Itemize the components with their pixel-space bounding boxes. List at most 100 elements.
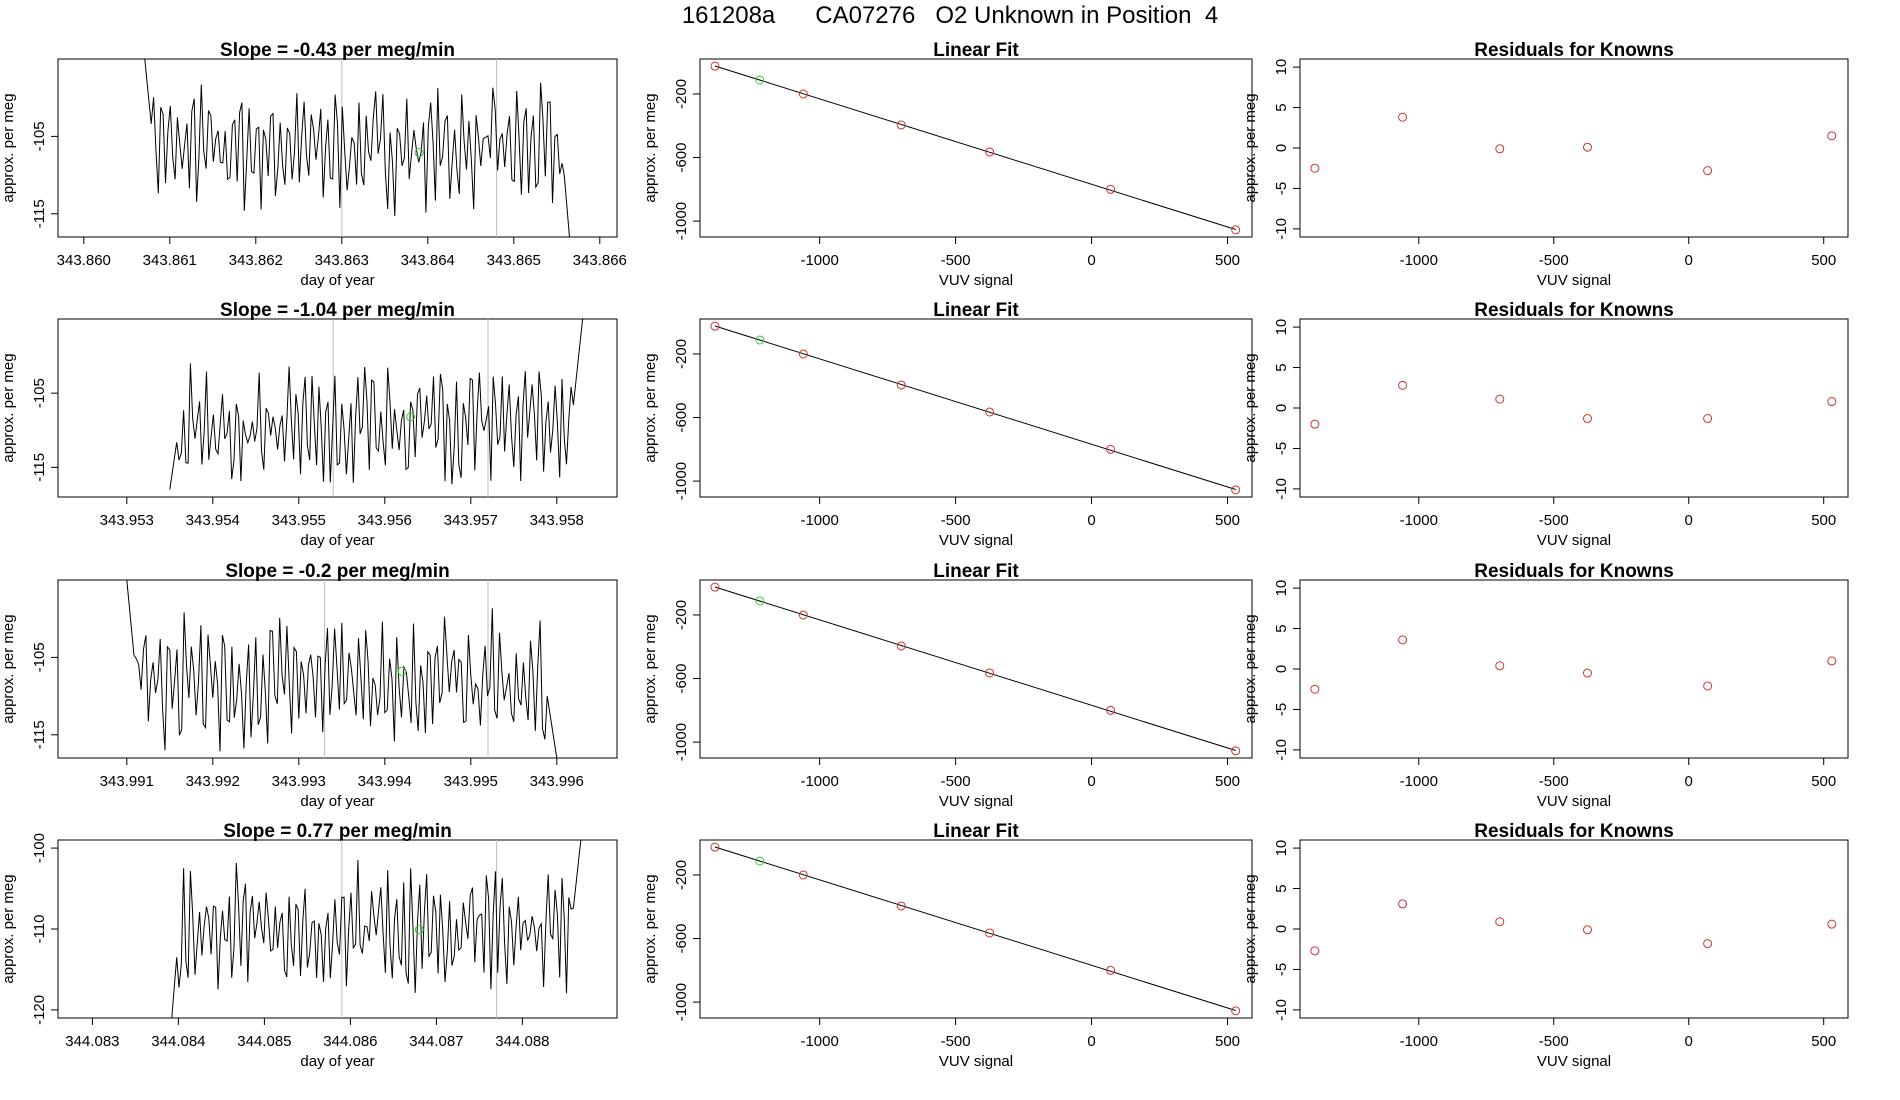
y-axis-label: approx. per meg xyxy=(1242,93,1259,202)
x-tick-label: 344.084 xyxy=(151,1033,205,1050)
x-axis-label: VUV signal xyxy=(1537,793,1611,810)
data-point xyxy=(1106,965,1116,975)
x-tick-label: 343.865 xyxy=(487,252,541,269)
x-tick-label: 343.956 xyxy=(358,512,412,529)
data-point xyxy=(1310,946,1320,956)
x-tick-label: -500 xyxy=(941,773,971,790)
x-axis-label: VUV signal xyxy=(939,272,1013,289)
data-point xyxy=(1582,925,1592,935)
data-point xyxy=(1310,419,1320,429)
y-tick-label: -600 xyxy=(673,924,690,954)
x-tick-label: 0 xyxy=(1087,773,1095,790)
y-tick-label: -1000 xyxy=(673,723,690,761)
y-tick-label: -115 xyxy=(31,199,48,228)
y-tick-label: 5 xyxy=(1273,103,1290,111)
chart-title: Linear Fit xyxy=(933,821,1019,842)
data-point xyxy=(1310,163,1320,173)
y-tick-label: -115 xyxy=(31,720,48,749)
x-tick-label: 500 xyxy=(1811,252,1836,269)
unknown-marker xyxy=(397,666,407,676)
data-point xyxy=(896,641,906,651)
plot-frame xyxy=(699,58,1253,238)
data-point xyxy=(1495,144,1505,154)
y-axis-label: approx. per meg xyxy=(642,353,659,462)
data-point xyxy=(896,120,906,130)
data-point xyxy=(1231,746,1241,756)
data-trace xyxy=(144,59,570,237)
panel-r4-c1: Slope = 0.77 per meg/min day of year appro… xyxy=(0,821,618,1070)
plot-frame xyxy=(1299,839,1849,1019)
data-point xyxy=(798,349,808,359)
plot-frame xyxy=(699,839,1253,1019)
x-axis-label: day of year xyxy=(300,272,374,289)
y-axis-label: approx. per meg xyxy=(0,614,17,723)
y-tick-label: -105 xyxy=(31,642,48,672)
x-tick-label: 343.958 xyxy=(530,512,584,529)
y-tick-label: 5 xyxy=(1273,363,1290,371)
chart-title: Slope = 0.77 per meg/min xyxy=(223,821,452,842)
y-tick-label: 0 xyxy=(1273,665,1290,673)
y-tick-label: 10 xyxy=(1273,840,1290,857)
x-axis-label: VUV signal xyxy=(939,532,1013,549)
y-tick-label: 10 xyxy=(1273,319,1290,336)
panel-r3-c3: Residuals for Knowns VUV signal approx. pe… xyxy=(1242,561,1849,810)
y-axis-label: approx. per meg xyxy=(642,874,659,983)
panel-r1-c3: Residuals for Knowns VUV signal approx. pe… xyxy=(1242,40,1849,289)
y-tick-label: 0 xyxy=(1273,144,1290,152)
x-tick-label: -1000 xyxy=(1400,773,1438,790)
x-axis-label: VUV signal xyxy=(1537,1053,1611,1070)
y-tick-label: -10 xyxy=(1273,478,1290,500)
data-point xyxy=(798,89,808,99)
panel-r1-c1: Slope = -0.43 per meg/min day of year appr… xyxy=(0,40,627,289)
x-tick-label: -1000 xyxy=(800,512,838,529)
x-axis-label: day of year xyxy=(300,793,374,810)
x-tick-label: -1000 xyxy=(800,773,838,790)
y-tick-label: -105 xyxy=(31,378,48,408)
x-tick-label: 344.083 xyxy=(65,1033,119,1050)
x-tick-label: -500 xyxy=(1539,1033,1569,1050)
x-tick-label: 343.955 xyxy=(272,512,326,529)
unknown-marker xyxy=(406,412,416,422)
x-tick-label: -1000 xyxy=(800,1033,838,1050)
y-axis-label: approx. per meg xyxy=(642,93,659,202)
x-tick-label: 343.866 xyxy=(573,252,627,269)
y-tick-label: -115 xyxy=(31,453,48,482)
chart-title: Linear Fit xyxy=(933,300,1019,321)
y-tick-label: -200 xyxy=(673,79,690,109)
y-tick-label: 5 xyxy=(1273,884,1290,892)
x-tick-label: -1000 xyxy=(1400,512,1438,529)
unknown-marker xyxy=(414,925,424,935)
data-trace xyxy=(126,580,558,758)
x-axis-label: day of year xyxy=(300,532,374,549)
x-tick-label: 500 xyxy=(1215,512,1240,529)
data-point xyxy=(1582,668,1592,678)
x-tick-label: 343.994 xyxy=(358,773,412,790)
x-tick-label: -500 xyxy=(1539,252,1569,269)
x-tick-label: 500 xyxy=(1811,1033,1836,1050)
x-tick-label: -500 xyxy=(941,512,971,529)
data-point xyxy=(1231,225,1241,235)
y-tick-label: 10 xyxy=(1273,59,1290,76)
x-tick-label: 343.861 xyxy=(143,252,197,269)
x-tick-label: 343.991 xyxy=(100,773,154,790)
x-tick-label: 500 xyxy=(1811,512,1836,529)
data-point xyxy=(1827,397,1837,407)
data-trace xyxy=(171,840,582,1018)
chart-title: Residuals for Knowns xyxy=(1474,561,1674,582)
unknown-point xyxy=(755,335,765,345)
data-point xyxy=(1106,184,1116,194)
data-point xyxy=(710,61,720,71)
x-tick-label: -1000 xyxy=(1400,252,1438,269)
data-point xyxy=(1398,380,1408,390)
y-tick-label: -10 xyxy=(1273,218,1290,240)
plot-frame xyxy=(1299,318,1849,498)
y-axis-label: approx. per meg xyxy=(1242,353,1259,462)
x-tick-label: 343.993 xyxy=(272,773,326,790)
unknown-point xyxy=(755,596,765,606)
chart-title: Slope = -0.43 per meg/min xyxy=(220,40,455,61)
data-point xyxy=(1231,485,1241,495)
x-tick-label: 500 xyxy=(1215,1033,1240,1050)
data-point xyxy=(985,668,995,678)
panel-r2-c2: Linear Fit VUV signal approx. per meg -1000… xyxy=(642,300,1253,549)
